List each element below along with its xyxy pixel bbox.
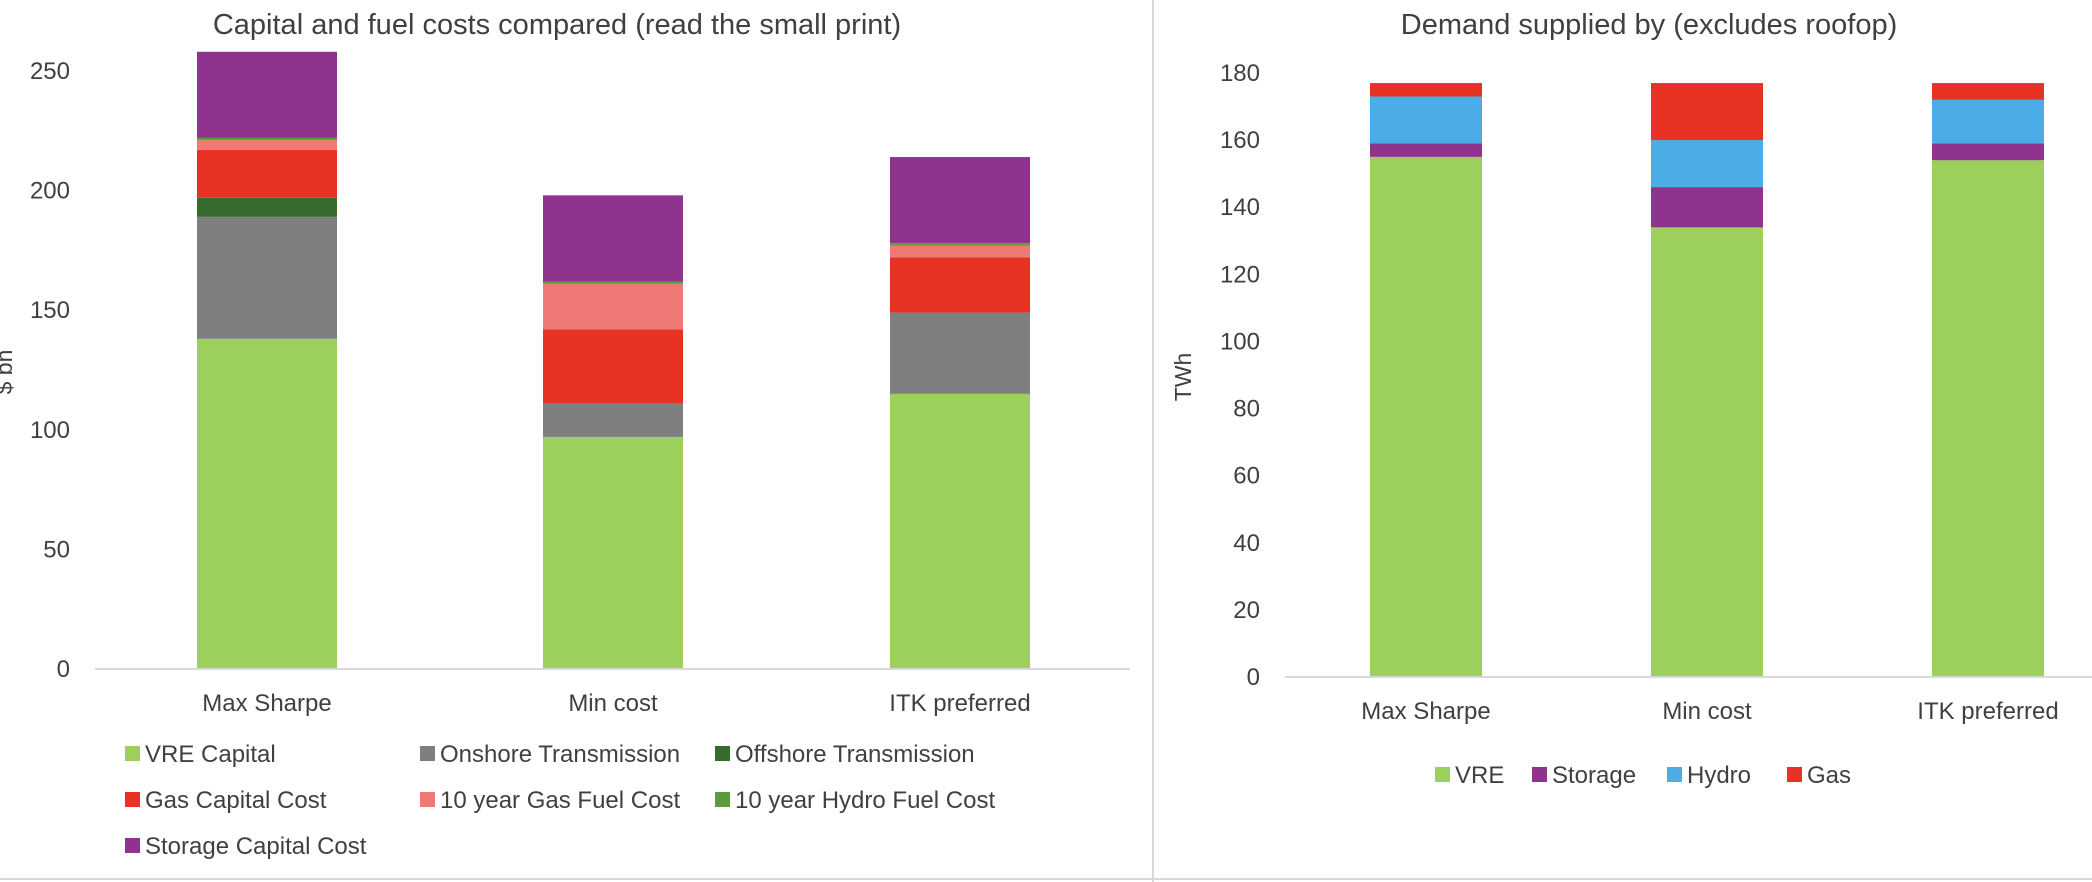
legend-swatch [125, 746, 140, 761]
y-tick-label: 100 [30, 417, 70, 444]
bar-segment-vre-capital [197, 338, 337, 669]
x-tick-label: ITK preferred [889, 690, 1030, 717]
bottom-border [0, 878, 2092, 880]
demand-chart-x-labels: Max Sharpe Min cost ITK preferred [1361, 698, 2058, 725]
legend-swatch [125, 838, 140, 853]
bar-segment-gas-capital-cost [890, 257, 1030, 313]
legend-label: Hydro [1687, 762, 1751, 789]
bar-segment-storage [1370, 143, 1482, 157]
cost-chart-y-axis-label: $ bn [0, 350, 17, 395]
y-tick-label: 100 [1220, 328, 1260, 355]
bar-segment-storage [1932, 143, 2044, 161]
legend-label: 10 year Gas Fuel Cost [440, 787, 680, 814]
bar-segment-gas-capital-cost [197, 149, 337, 198]
legend-swatch [125, 792, 140, 807]
bar-segment-onshore-transmission [890, 312, 1030, 394]
cost-chart-x-labels: Max Sharpe Min cost ITK preferred [202, 690, 1030, 717]
legend-swatch [715, 746, 730, 761]
cost-chart-y-ticks: 0 50 100 150 200 250 [30, 58, 70, 683]
y-tick-label: 20 [1233, 597, 1260, 624]
cost-chart-title: Capital and fuel costs compared (read th… [213, 9, 901, 41]
y-tick-label: 50 [43, 536, 70, 563]
y-tick-label: 60 [1233, 463, 1260, 490]
bar-segment-vre-capital [890, 393, 1030, 669]
y-tick-label: 140 [1220, 194, 1260, 221]
legend-label: 10 year Hydro Fuel Cost [735, 787, 995, 814]
legend-label: Offshore Transmission [735, 741, 975, 768]
bar-segment-storage-capital-cost [197, 51, 337, 138]
legend-swatch [420, 746, 435, 761]
x-tick-label: Max Sharpe [1361, 698, 1490, 725]
bar-segment-gas [1932, 83, 2044, 100]
legend-swatch [1787, 767, 1802, 782]
bar-segment-gas [1651, 83, 1763, 141]
legend-label: VRE Capital [145, 741, 276, 768]
bar-segment-onshore-transmission [543, 403, 683, 437]
bar-segment-storage [1651, 187, 1763, 228]
bar-segment-gas-capital-cost [543, 329, 683, 404]
y-tick-label: 160 [1220, 127, 1260, 154]
cost-chart: Capital and fuel costs compared (read th… [0, 9, 1130, 860]
bar-segment-hydro [1651, 140, 1763, 188]
demand-chart-y-ticks: 0 20 40 60 80 100 120 140 160 180 [1220, 60, 1260, 691]
bar-segment-10-year-gas-fuel-cost [543, 283, 683, 330]
demand-chart: Demand supplied by (excludes roofop) TWh… [1170, 9, 2092, 789]
y-tick-label: 180 [1220, 60, 1260, 87]
y-tick-label: 120 [1220, 261, 1260, 288]
demand-chart-legend: VRE Storage Hydro Gas [1435, 762, 1851, 789]
legend-label: Storage Capital Cost [145, 833, 367, 860]
legend-label: Gas Capital Cost [145, 787, 327, 814]
bar-segment-hydro [1932, 99, 2044, 144]
bar-segment-10-year-hydro-fuel-cost [543, 281, 683, 284]
x-tick-label: Max Sharpe [202, 690, 331, 717]
bar-segment-vre [1651, 227, 1763, 677]
bar-segment-vre [1370, 156, 1482, 677]
x-tick-label: Min cost [1662, 698, 1752, 725]
legend-swatch [1667, 767, 1682, 782]
legend-label: Onshore Transmission [440, 741, 680, 768]
bar-segment-gas [1370, 83, 1482, 97]
legend-swatch [1435, 767, 1450, 782]
bar-segment-storage-capital-cost [543, 195, 683, 282]
y-tick-label: 0 [1247, 664, 1260, 691]
chart-divider [1152, 0, 1154, 882]
cost-chart-legend: VRE Capital Onshore Transmission Offshore … [125, 741, 995, 860]
x-tick-label: Min cost [568, 690, 658, 717]
bar-segment-storage-capital-cost [890, 157, 1030, 244]
bar-segment-vre-capital [543, 436, 683, 669]
bar-segment-hydro [1370, 96, 1482, 144]
cost-chart-bars [197, 51, 1030, 669]
legend-label: Storage [1552, 762, 1636, 789]
bar-segment-vre [1932, 160, 2044, 677]
demand-chart-title: Demand supplied by (excludes roofop) [1401, 9, 1898, 41]
bar-segment-offshore-transmission [197, 197, 337, 217]
y-tick-label: 40 [1233, 530, 1260, 557]
legend-swatch [715, 792, 730, 807]
legend-swatch [420, 792, 435, 807]
demand-chart-bars [1370, 83, 2044, 677]
legend-label: Gas [1807, 762, 1851, 789]
bar-segment-10-year-hydro-fuel-cost [197, 137, 337, 141]
y-tick-label: 80 [1233, 396, 1260, 423]
bar-segment-10-year-gas-fuel-cost [197, 140, 337, 150]
y-tick-label: 250 [30, 58, 70, 85]
legend-label: VRE [1455, 762, 1504, 789]
bar-segment-onshore-transmission [197, 216, 337, 339]
y-tick-label: 150 [30, 297, 70, 324]
y-tick-label: 200 [30, 178, 70, 205]
legend-swatch [1532, 767, 1547, 782]
demand-chart-y-axis-label: TWh [1170, 353, 1196, 402]
y-tick-label: 0 [57, 656, 70, 683]
bar-segment-10-year-gas-fuel-cost [890, 245, 1030, 258]
bar-segment-10-year-hydro-fuel-cost [890, 243, 1030, 246]
x-tick-label: ITK preferred [1917, 698, 2058, 725]
